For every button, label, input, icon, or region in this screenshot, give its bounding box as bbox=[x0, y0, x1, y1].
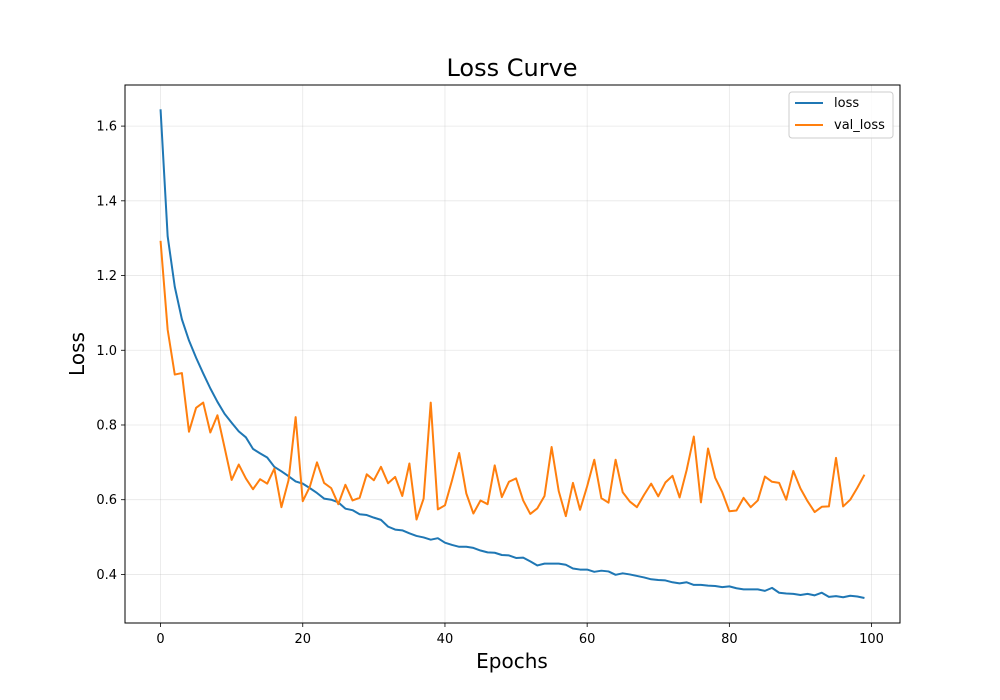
series-line-val-loss bbox=[159, 240, 866, 521]
y-tick-label: 1.0 bbox=[96, 344, 117, 359]
legend-label-val-loss: val_loss bbox=[834, 118, 885, 133]
legend: loss val_loss bbox=[788, 91, 894, 139]
x-axis-label: Epochs bbox=[476, 649, 548, 673]
series-line-loss bbox=[159, 109, 865, 599]
y-tick-label: 0.8 bbox=[96, 418, 117, 433]
y-tick-label: 1.4 bbox=[96, 194, 117, 209]
y-tick-label: 0.6 bbox=[96, 493, 117, 508]
plot-frame bbox=[124, 84, 901, 624]
chart-title: Loss Curve bbox=[446, 54, 577, 82]
x-tick-label: 80 bbox=[721, 632, 738, 647]
x-tick-label: 0 bbox=[156, 632, 164, 647]
x-tick-label: 60 bbox=[579, 632, 596, 647]
grid-lines bbox=[125, 85, 900, 623]
axis-ticks: 0 20 40 60 80 100 0.4 0.6 0.8 1.0 1.2 1.4 1.6 bbox=[96, 120, 884, 647]
x-tick-label: 100 bbox=[859, 632, 884, 647]
y-axis-label: Loss bbox=[65, 332, 89, 376]
y-tick-label: 0.4 bbox=[96, 568, 117, 583]
legend-label-loss: loss bbox=[834, 96, 859, 111]
plot-area bbox=[125, 85, 900, 623]
y-tick-label: 1.2 bbox=[96, 269, 117, 284]
series-lines bbox=[159, 109, 866, 599]
x-tick-label: 40 bbox=[437, 632, 454, 647]
y-tick-label: 1.6 bbox=[96, 120, 117, 135]
x-tick-label: 20 bbox=[294, 632, 311, 647]
